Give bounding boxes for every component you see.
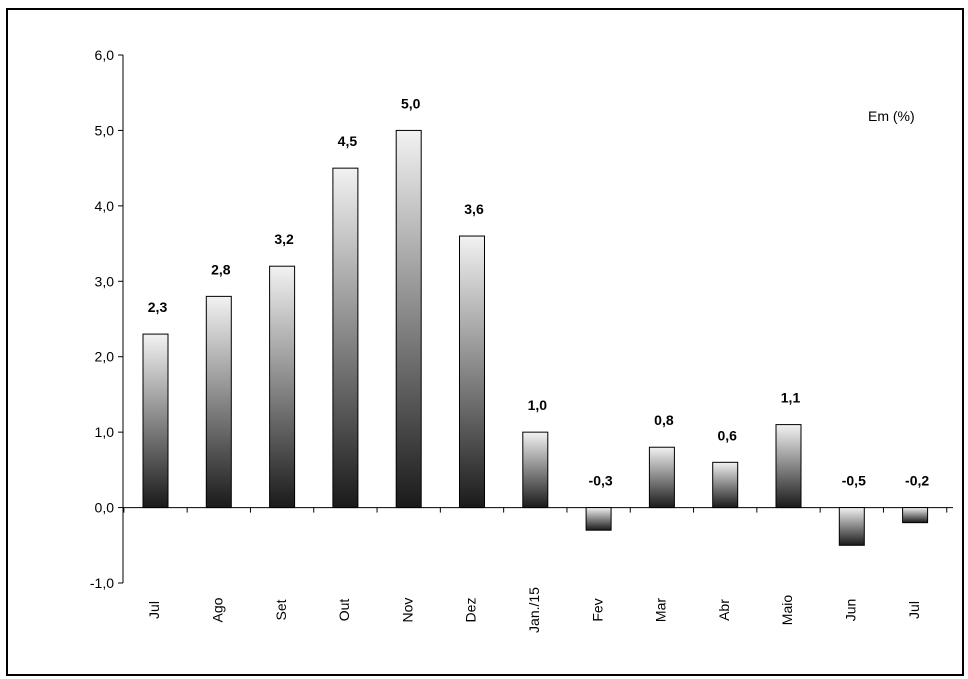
bar bbox=[142, 333, 169, 509]
y-tick-label: 2,0 bbox=[95, 349, 115, 365]
bar bbox=[269, 265, 296, 509]
y-tick-label: 1,0 bbox=[95, 424, 115, 440]
bar bbox=[902, 507, 929, 524]
y-tick-label: -1,0 bbox=[90, 575, 114, 591]
y-tick-label: 3,0 bbox=[95, 273, 115, 289]
bar bbox=[395, 129, 422, 509]
y-tick-label: 5,0 bbox=[95, 122, 115, 138]
x-tick-label: Jul bbox=[906, 601, 922, 619]
y-tick-label: 6,0 bbox=[95, 47, 115, 63]
x-tick-label: Mar bbox=[653, 598, 669, 622]
x-tick-label: Jun bbox=[843, 599, 859, 622]
bar bbox=[522, 431, 549, 509]
bar bbox=[648, 446, 675, 509]
data-label: 4,5 bbox=[338, 133, 358, 149]
x-tick-label: Jan./15 bbox=[526, 587, 542, 633]
bar bbox=[712, 461, 739, 509]
data-label: 2,3 bbox=[148, 299, 168, 315]
y-tick-label: 4,0 bbox=[95, 198, 115, 214]
data-label: 0,6 bbox=[717, 427, 737, 443]
bar bbox=[459, 235, 485, 509]
data-label: 0,8 bbox=[654, 412, 674, 428]
bar-chart: -1,0 0,0 1,0 2,0 3,0 4,0 5,0 6,0 Jul Ago Set Out No… bbox=[90, 47, 953, 633]
data-label: 3,2 bbox=[274, 231, 294, 247]
x-tick-label: Fev bbox=[589, 598, 605, 621]
data-label: 1,0 bbox=[528, 397, 548, 413]
data-label: 2,8 bbox=[211, 261, 231, 277]
data-label: 3,6 bbox=[464, 201, 484, 217]
x-tick-label: Set bbox=[273, 599, 289, 620]
bar bbox=[838, 507, 865, 546]
bar bbox=[205, 295, 232, 509]
y-tick-label: 0,0 bbox=[95, 500, 115, 516]
x-axis: Jul Ago Set Out Nov Dez Jan./15 Fev Mar Abr Maio Ju… bbox=[123, 507, 953, 633]
data-label: -0,3 bbox=[589, 473, 613, 489]
x-tick-label: Nov bbox=[399, 598, 415, 623]
bar bbox=[775, 424, 802, 509]
chart-frame: -1,0 0,0 1,0 2,0 3,0 4,0 5,0 6,0 Jul Ago Set Out No… bbox=[6, 8, 964, 676]
data-label: 5,0 bbox=[401, 95, 421, 111]
bar bbox=[585, 507, 612, 531]
x-tick-label: Dez bbox=[463, 598, 479, 623]
unit-label: Em (%) bbox=[868, 108, 915, 124]
x-tick-label: Maio bbox=[779, 595, 795, 626]
bars bbox=[142, 129, 929, 546]
y-axis: -1,0 0,0 1,0 2,0 3,0 4,0 5,0 6,0 bbox=[90, 47, 124, 591]
x-tick-label: Out bbox=[336, 599, 352, 622]
data-label: -0,2 bbox=[905, 473, 929, 489]
bar bbox=[332, 167, 359, 509]
x-tick-label: Abr bbox=[716, 599, 732, 621]
data-labels: 2,3 2,8 3,2 4,5 5,0 3,6 1,0 -0,3 0,8 0,6 1,1 -0,5 -0… bbox=[148, 95, 930, 488]
x-tick-label: Jul bbox=[146, 601, 162, 619]
data-label: -0,5 bbox=[842, 473, 866, 489]
x-tick-label: Ago bbox=[210, 597, 226, 622]
data-label: 1,1 bbox=[781, 390, 801, 406]
